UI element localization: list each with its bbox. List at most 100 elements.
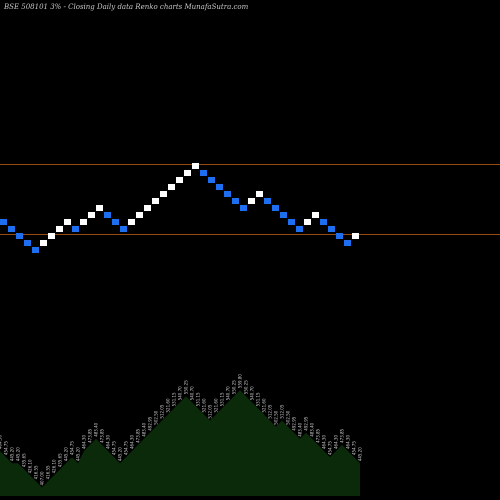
volume-label: 531.15 (172, 392, 177, 406)
volume-label: 473.85 (340, 428, 345, 442)
volume-label: 473.85 (316, 428, 321, 442)
renko-brick-up (248, 198, 255, 204)
volume-area (0, 390, 360, 496)
volume-label: 445.20 (118, 447, 123, 461)
renko-brick-down (264, 198, 271, 204)
renko-brick-up (80, 219, 87, 225)
volume-label: 407.00 (40, 471, 45, 485)
chart-title: BSE 508101 3% - Closing Daily data Renko… (4, 3, 249, 11)
volume-label: 426.10 (52, 459, 57, 473)
renko-brick-down (224, 191, 231, 197)
volume-label: 464.30 (82, 435, 87, 449)
volume-label: 502.50 (286, 410, 291, 424)
volume-label: 454.75 (4, 441, 9, 455)
renko-brick-down (232, 198, 239, 204)
volume-label: 512.05 (268, 404, 273, 418)
renko-brick-up (56, 226, 63, 232)
volume-label: 473.85 (136, 428, 141, 442)
renko-brick-up (192, 163, 199, 169)
renko-brick-down (112, 219, 119, 225)
renko-brick-down (320, 219, 327, 225)
renko-brick-up (352, 233, 359, 239)
volume-label: 540.70 (250, 386, 255, 400)
volume-label: 540.70 (178, 386, 183, 400)
volume-label: 483.40 (298, 422, 303, 436)
renko-brick-up (152, 198, 159, 204)
volume-label: 445.20 (64, 447, 69, 461)
renko-brick-down (216, 184, 223, 190)
renko-brick-down (280, 212, 287, 218)
volume-label: 512.05 (208, 404, 213, 418)
renko-brick-up (88, 212, 95, 218)
renko-brick-down (32, 247, 39, 253)
renko-brick-up (256, 191, 263, 197)
renko-brick-up (160, 191, 167, 197)
volume-label: 435.65 (58, 453, 63, 467)
volume-label: 483.40 (142, 422, 147, 436)
volume-label: 531.15 (256, 392, 261, 406)
renko-brick-down (288, 219, 295, 225)
volume-label: 454.75 (352, 441, 357, 455)
volume-label: 454.75 (70, 441, 75, 455)
volume-label: 464.30 (334, 435, 339, 449)
volume-label: 550.25 (232, 380, 237, 394)
renko-brick-up (64, 219, 71, 225)
renko-brick-down (344, 240, 351, 246)
renko-brick-up (136, 212, 143, 218)
volume-label: 502.50 (154, 410, 159, 424)
volume-label: 521.60 (166, 398, 171, 412)
renko-brick-up (176, 177, 183, 183)
renko-brick-down (200, 170, 207, 176)
renko-brick-up (144, 205, 151, 211)
volume-label: 445.20 (10, 447, 15, 461)
renko-brick-up (96, 205, 103, 211)
renko-brick-up (40, 240, 47, 246)
renko-brick-down (336, 233, 343, 239)
volume-label: 512.05 (160, 404, 165, 418)
volume-label: 483.40 (310, 422, 315, 436)
volume-label: 473.85 (88, 428, 93, 442)
volume-label: 531.15 (220, 392, 225, 406)
renko-brick-down (8, 226, 15, 232)
volume-labels-group: 464.30 454.75 445.20 445.20 435.65 426.10 416.… (0, 374, 363, 486)
volume-label: 464.30 (106, 435, 111, 449)
volume-label: 512.05 (280, 404, 285, 418)
volume-label: 464.30 (130, 435, 135, 449)
volume-label: 464.30 (0, 435, 3, 449)
volume-label: 416.55 (46, 465, 51, 479)
renko-brick-down (240, 205, 247, 211)
volume-label: 454.75 (112, 441, 117, 455)
renko-brick-down (72, 226, 79, 232)
volume-label: 445.20 (16, 447, 21, 461)
volume-label: 435.65 (22, 453, 27, 467)
volume-label: 521.60 (262, 398, 267, 412)
volume-label: 464.30 (346, 435, 351, 449)
volume-label: 531.15 (196, 392, 201, 406)
volume-label: 416.55 (34, 465, 39, 479)
volume-label: 445.20 (76, 447, 81, 461)
renko-brick-down (296, 226, 303, 232)
renko-brick-down (208, 177, 215, 183)
renko-brick-up (184, 170, 191, 176)
volume-label: 540.70 (190, 386, 195, 400)
renko-brick-up (48, 233, 55, 239)
volume-label: 473.85 (100, 428, 105, 442)
renko-brick-up (312, 212, 319, 218)
volume-label: 502.50 (274, 410, 279, 424)
renko-brick-down (24, 240, 31, 246)
volume-label: 445.20 (358, 447, 363, 461)
renko-brick-up (168, 184, 175, 190)
volume-label: 540.70 (226, 386, 231, 400)
volume-label: 550.25 (184, 380, 189, 394)
volume-area-group (0, 390, 360, 496)
renko-brick-down (16, 233, 23, 239)
volume-label: 550.25 (244, 380, 249, 394)
volume-label: 426.10 (28, 459, 33, 473)
renko-brick-down (104, 212, 111, 218)
renko-brick-down (328, 226, 335, 232)
volume-label: 559.80 (238, 374, 243, 388)
reference-lines-group (0, 163, 500, 235)
renko-brick-down (0, 219, 7, 225)
